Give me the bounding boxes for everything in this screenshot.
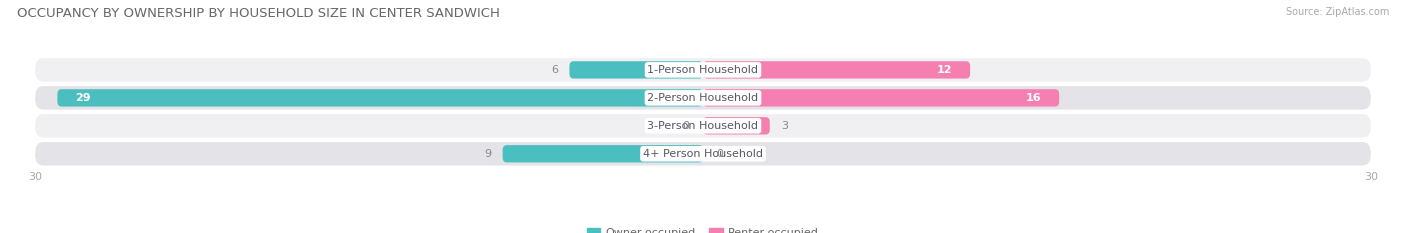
Text: 2-Person Household: 2-Person Household xyxy=(647,93,759,103)
FancyBboxPatch shape xyxy=(35,142,1371,165)
Text: 0: 0 xyxy=(716,149,723,159)
Text: 16: 16 xyxy=(1026,93,1042,103)
FancyBboxPatch shape xyxy=(35,86,1371,110)
FancyBboxPatch shape xyxy=(569,61,703,79)
Text: 3: 3 xyxy=(780,121,787,131)
FancyBboxPatch shape xyxy=(35,58,1371,82)
Text: 12: 12 xyxy=(936,65,952,75)
Text: 6: 6 xyxy=(551,65,558,75)
FancyBboxPatch shape xyxy=(703,89,1059,106)
Text: 0: 0 xyxy=(683,121,689,131)
Text: 4+ Person Household: 4+ Person Household xyxy=(643,149,763,159)
Legend: Owner-occupied, Renter-occupied: Owner-occupied, Renter-occupied xyxy=(582,223,824,233)
Text: OCCUPANCY BY OWNERSHIP BY HOUSEHOLD SIZE IN CENTER SANDWICH: OCCUPANCY BY OWNERSHIP BY HOUSEHOLD SIZE… xyxy=(17,7,499,20)
Text: Source: ZipAtlas.com: Source: ZipAtlas.com xyxy=(1285,7,1389,17)
Text: 1-Person Household: 1-Person Household xyxy=(648,65,758,75)
FancyBboxPatch shape xyxy=(703,117,769,134)
Text: 3-Person Household: 3-Person Household xyxy=(648,121,758,131)
Text: 9: 9 xyxy=(485,149,492,159)
Text: 29: 29 xyxy=(76,93,91,103)
FancyBboxPatch shape xyxy=(58,89,703,106)
FancyBboxPatch shape xyxy=(703,61,970,79)
FancyBboxPatch shape xyxy=(503,145,703,162)
FancyBboxPatch shape xyxy=(35,114,1371,137)
